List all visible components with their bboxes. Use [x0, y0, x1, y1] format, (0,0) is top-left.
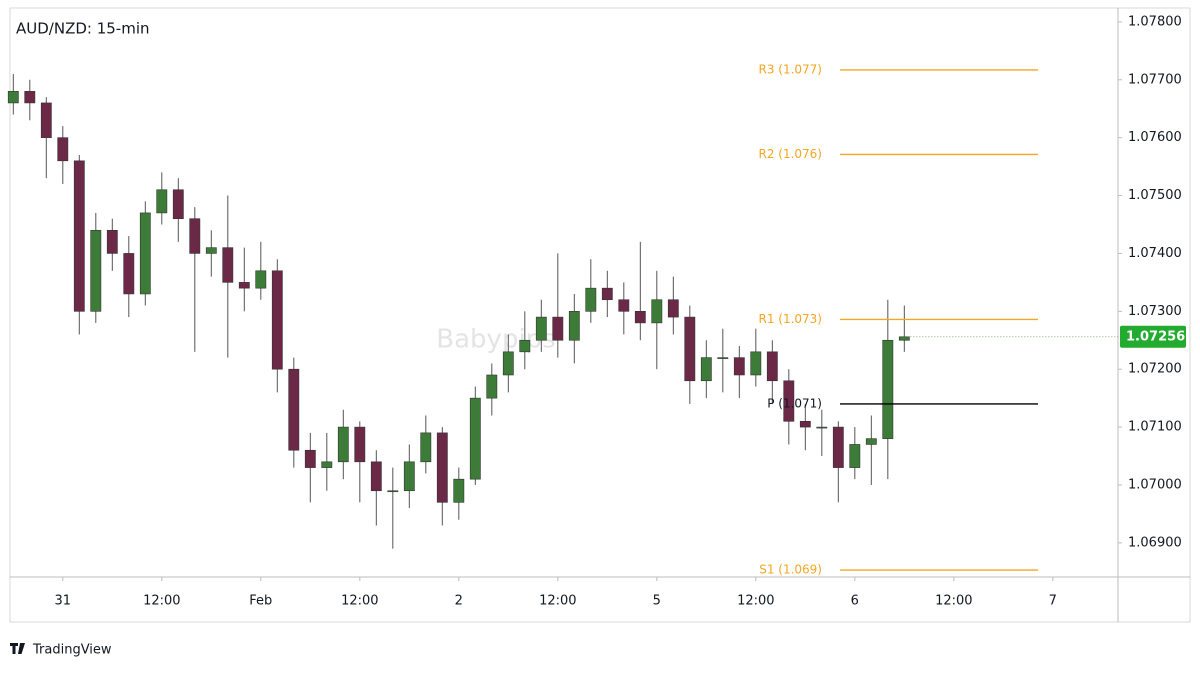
- candle-body: [634, 311, 646, 324]
- pivot-label: P (1.071): [767, 396, 822, 410]
- candle-body: [799, 420, 811, 428]
- y-tick-label: 1.07700: [1128, 72, 1182, 87]
- footer-brand: TradingView: [32, 643, 112, 658]
- candle-body: [73, 160, 85, 312]
- candle-body: [601, 287, 613, 301]
- candle-body: [849, 444, 861, 468]
- candles: [7, 73, 910, 549]
- candle-body: [337, 426, 349, 463]
- last-price-label: 1.07256: [1126, 329, 1185, 344]
- candle-body: [898, 336, 910, 341]
- pivot-label: R2 (1.076): [758, 147, 822, 161]
- candle-body: [189, 218, 201, 254]
- pivot-label: S1 (1.069): [759, 563, 822, 577]
- candle-body: [486, 374, 498, 399]
- candle-body: [667, 299, 679, 318]
- y-tick-label: 1.07100: [1128, 420, 1182, 435]
- candle-body: [453, 478, 465, 503]
- candle-body: [882, 339, 894, 439]
- candle-body: [766, 351, 778, 382]
- candle-body: [238, 282, 250, 289]
- candle-body: [90, 229, 102, 312]
- candle-body: [271, 270, 283, 370]
- candle-body: [865, 438, 877, 445]
- candle-body: [832, 426, 844, 468]
- candle-body: [519, 339, 531, 353]
- candle-body: [321, 461, 333, 468]
- candle-body: [700, 357, 712, 382]
- x-tick-label: 6: [851, 594, 859, 609]
- x-tick-label: 5: [653, 594, 661, 609]
- candle-body: [40, 102, 52, 138]
- candle-body: [172, 189, 184, 219]
- candle-body: [139, 212, 151, 295]
- candle-body: [733, 357, 745, 376]
- candle-body: [24, 91, 36, 104]
- logo-icon: [10, 643, 25, 654]
- candle-body: [816, 426, 828, 429]
- x-tick-label: 12:00: [341, 594, 378, 609]
- candle-body: [585, 287, 597, 312]
- candle-body: [354, 426, 366, 463]
- x-tick-label: 2: [455, 594, 463, 609]
- chart-frame: [9, 7, 1191, 623]
- candle-body: [535, 316, 547, 341]
- candle-body: [156, 189, 168, 214]
- candle-body: [57, 137, 69, 162]
- watermark: Babypips: [436, 325, 555, 355]
- x-tick-label: 12:00: [935, 594, 972, 609]
- candle-body: [568, 311, 580, 341]
- candle-body: [552, 316, 564, 341]
- candle-body: [304, 449, 316, 468]
- candle-body: [7, 91, 19, 104]
- y-tick-label: 1.07500: [1128, 188, 1182, 203]
- candle-body: [651, 299, 663, 324]
- candle-body: [106, 229, 118, 254]
- last-price-box: [1120, 325, 1186, 348]
- candle-body: [222, 247, 234, 283]
- x-tick-label: 12:00: [539, 594, 576, 609]
- x-tick-label: 31: [55, 594, 72, 609]
- y-tick-label: 1.07800: [1128, 14, 1182, 29]
- y-tick-label: 1.06900: [1128, 535, 1182, 550]
- candle-body: [205, 247, 217, 254]
- candle-body: [502, 351, 514, 376]
- candle-body: [288, 368, 300, 451]
- candle-body: [750, 351, 762, 376]
- y-tick-label: 1.07200: [1128, 362, 1182, 377]
- x-tick-label: Feb: [249, 594, 272, 609]
- y-tick-label: 1.07400: [1128, 246, 1182, 261]
- candle-body: [618, 299, 630, 312]
- x-tick-label: 12:00: [737, 594, 774, 609]
- candle-body: [684, 316, 696, 382]
- pivot-label: R3 (1.077): [758, 62, 822, 76]
- x-tick-label: 12:00: [143, 594, 180, 609]
- x-tick-label: 7: [1049, 594, 1057, 609]
- tradingview-logo: TradingView: [10, 643, 112, 658]
- y-tick-label: 1.07000: [1128, 477, 1182, 492]
- candle-body: [387, 490, 399, 493]
- candle-body: [717, 357, 729, 359]
- candle-body: [436, 432, 448, 503]
- y-tick-label: 1.07300: [1128, 304, 1182, 319]
- y-tick-label: 1.07600: [1128, 130, 1182, 145]
- chart-title: AUD/NZD: 15-min: [16, 20, 150, 38]
- candle-body: [123, 253, 135, 295]
- candle-body: [370, 461, 382, 492]
- candle-body: [255, 270, 267, 289]
- candle-body: [469, 397, 481, 480]
- pivot-label: R1 (1.073): [758, 312, 822, 326]
- candle-body: [403, 461, 415, 492]
- candle-body: [420, 432, 432, 463]
- candle-body: [783, 380, 795, 422]
